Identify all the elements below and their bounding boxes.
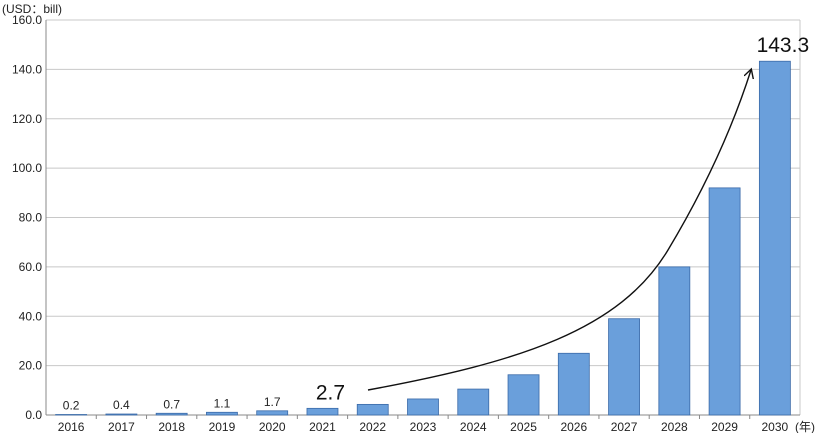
data-label-2016: 0.2	[63, 399, 80, 413]
bar-2025	[507, 374, 540, 416]
x-tick-label-2022: 2022	[359, 420, 386, 433]
data-label-2019: 1.1	[214, 396, 231, 410]
data-label-layer: 0.2 0.4 0.7 1.1 1.7 2.7 143.3	[63, 34, 809, 412]
x-tick-label-2020: 2020	[259, 420, 286, 433]
x-tick-label-2018: 2018	[158, 420, 185, 433]
y-tick-label: 100.0	[12, 161, 42, 175]
y-tick-label: 20.0	[19, 359, 43, 373]
data-label-2018: 0.7	[163, 397, 180, 411]
y-tick-label: 160.0	[12, 13, 42, 27]
data-label-2017: 0.4	[113, 398, 130, 412]
bar-2027	[608, 318, 640, 416]
x-tick-label-2026: 2026	[560, 420, 587, 433]
data-label-2020: 1.7	[264, 395, 281, 409]
y-tick-label: 120.0	[12, 112, 42, 126]
bar-2023	[407, 398, 439, 416]
bar-2026	[557, 352, 590, 416]
x-unit-label: (年)	[795, 420, 815, 433]
y-unit-label: (USD：bill)	[2, 2, 62, 16]
bar-2021	[306, 407, 339, 416]
x-tick-label-2016: 2016	[58, 420, 85, 433]
annotation-2030: 143.3	[757, 34, 810, 57]
growth-arrow	[367, 70, 751, 391]
x-tick-label-2024: 2024	[460, 420, 487, 433]
y-tick-label: 140.0	[12, 62, 42, 76]
x-tick-label-2029: 2029	[711, 420, 738, 433]
bar-2030	[758, 60, 791, 416]
x-tick-label-2025: 2025	[510, 420, 537, 433]
bar-2017	[105, 413, 138, 416]
y-tick-label: 80.0	[19, 211, 43, 225]
y-tick-label: 60.0	[19, 260, 43, 274]
x-tick-label-2019: 2019	[209, 420, 236, 433]
bar-2022	[356, 403, 389, 416]
annotation-2021: 2.7	[316, 381, 345, 404]
bar-layer	[55, 60, 791, 416]
x-tick-label-2017: 2017	[108, 420, 135, 433]
bar-2024	[457, 388, 490, 416]
x-tick-label-2030: 2030	[762, 420, 789, 433]
y-tick-layer: 0.0 20.0 40.0 60.0 80.0 100.0 120.0 140.0 160.0	[12, 13, 42, 422]
x-tick-label-2027: 2027	[611, 420, 638, 433]
bar-2020	[256, 410, 289, 416]
bar-2028	[658, 266, 691, 416]
bar-2019	[206, 411, 238, 416]
x-tick-label-2023: 2023	[410, 420, 437, 433]
x-tick-label-2021: 2021	[309, 420, 336, 433]
x-tick-layer: 2016 2017 2018 2019 2020 2021 2022 2023 2024 2025…	[58, 415, 789, 433]
x-tick-label-2028: 2028	[661, 420, 688, 433]
bar-2018	[155, 412, 188, 416]
y-tick-label: 0.0	[25, 408, 42, 422]
bar-2016	[55, 414, 88, 416]
bar-2029	[708, 187, 741, 416]
y-tick-label: 40.0	[19, 309, 43, 323]
